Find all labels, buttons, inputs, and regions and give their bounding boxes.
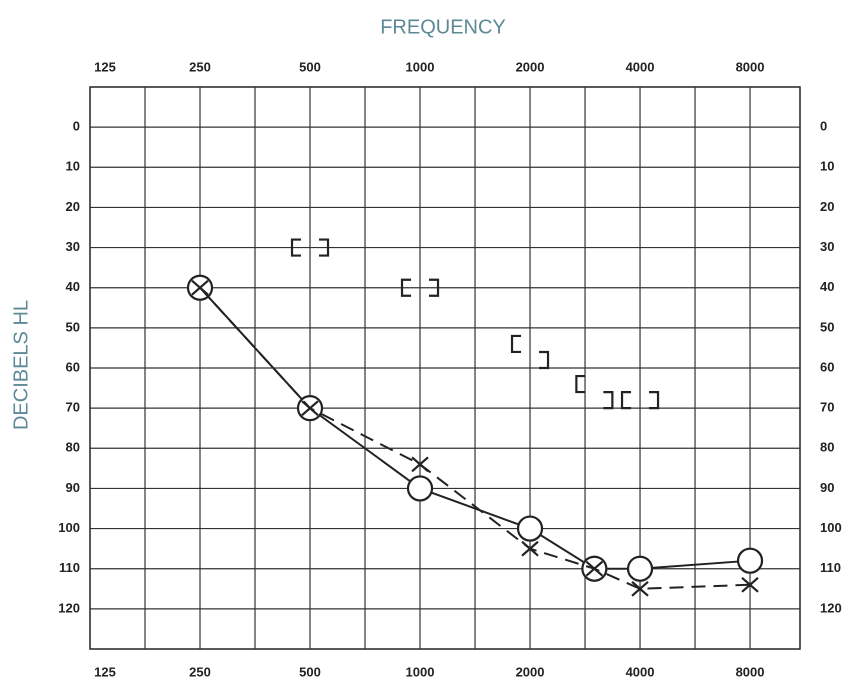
x-tick-label-top: 4000 <box>626 59 655 74</box>
y-tick-label-right: 30 <box>820 239 834 254</box>
x-tick-label-bottom: 1000 <box>406 664 435 679</box>
marker-bracket-right <box>319 238 330 257</box>
x-tick-label-bottom: 250 <box>189 664 211 679</box>
marker-bracket-left <box>400 278 412 297</box>
y-tick-label-right: 60 <box>820 359 834 374</box>
y-tick-label-left: 0 <box>73 119 80 134</box>
y-tick-label-right: 10 <box>820 159 834 174</box>
y-axis-label: DECIBELS HL <box>10 300 32 430</box>
marker-bracket-right <box>539 350 550 370</box>
x-tick-label-top: 250 <box>189 59 211 74</box>
y-tick-label-left: 50 <box>66 319 80 334</box>
y-tick-label-left: 100 <box>58 520 80 535</box>
x-tick-label-top: 2000 <box>516 59 545 74</box>
marker-cross <box>521 540 539 557</box>
x-tick-label-bottom: 125 <box>94 664 116 679</box>
y-tick-label-right: 70 <box>820 400 834 415</box>
y-tick-label-right: 100 <box>820 520 842 535</box>
chart-title: FREQUENCY <box>380 16 506 38</box>
y-tick-label-left: 110 <box>59 560 80 575</box>
marker-circle <box>626 555 654 582</box>
y-tick-label-right: 80 <box>820 440 834 455</box>
y-tick-label-left: 20 <box>66 199 80 214</box>
y-tick-label-left: 60 <box>66 359 80 374</box>
marker-cross <box>585 560 604 577</box>
marker-circle <box>516 515 544 542</box>
y-tick-label-left: 90 <box>66 480 80 495</box>
marker-circle <box>736 547 764 574</box>
y-tick-label-left: 30 <box>66 239 80 254</box>
x-tick-label-top: 125 <box>94 59 116 74</box>
y-tick-label-left: 40 <box>66 279 80 294</box>
marker-bracket-right <box>429 278 440 297</box>
x-tick-label-top: 1000 <box>406 59 435 74</box>
x-tick-label-bottom: 4000 <box>626 664 655 679</box>
y-tick-label-right: 0 <box>820 119 827 134</box>
y-tick-label-left: 70 <box>66 400 80 415</box>
x-tick-label-top: 500 <box>299 59 321 74</box>
marker-bracket-left <box>620 391 632 410</box>
marker-bracket-right <box>649 391 660 410</box>
x-tick-label-bottom: 8000 <box>736 664 765 679</box>
marker-cross <box>301 400 319 416</box>
marker-bracket-left <box>575 374 586 394</box>
marker-cross <box>411 456 429 473</box>
y-tick-label-right: 90 <box>820 480 834 495</box>
marker-bracket-right <box>603 391 614 410</box>
marker-bracket-left <box>290 238 302 257</box>
x-tick-label-top: 8000 <box>736 59 765 74</box>
y-tick-label-left: 10 <box>66 159 80 174</box>
marker-cross <box>631 580 649 597</box>
y-tick-label-left: 120 <box>58 600 80 615</box>
y-tick-label-right: 50 <box>820 319 834 334</box>
y-tick-label-right: 120 <box>820 600 842 615</box>
marker-cross <box>191 279 209 296</box>
y-tick-label-right: 40 <box>820 279 834 294</box>
x-tick-label-bottom: 2000 <box>516 664 545 679</box>
marker-bracket-left <box>510 334 522 354</box>
x-tick-label-bottom: 500 <box>299 664 321 679</box>
marker-circle <box>406 475 434 502</box>
y-tick-label-right: 110 <box>820 560 841 575</box>
y-tick-label-left: 80 <box>66 440 80 455</box>
marker-cross <box>741 576 759 593</box>
y-tick-label-right: 20 <box>820 199 834 214</box>
